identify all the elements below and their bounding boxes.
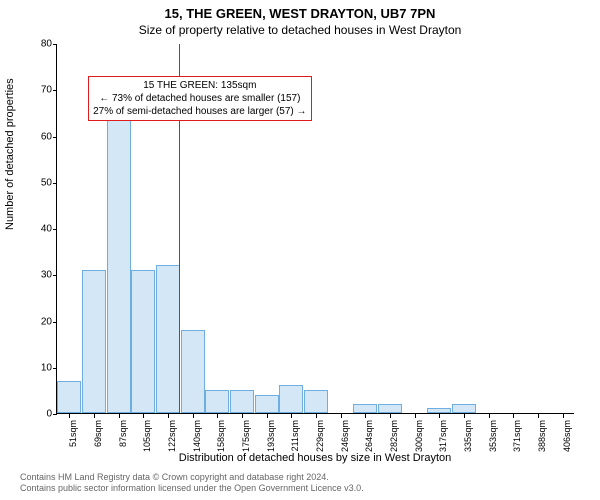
x-tick-label: 87sqm [118, 420, 128, 470]
y-tick-mark [53, 229, 57, 230]
x-tick-label: 158sqm [216, 420, 226, 470]
x-tick-label: 264sqm [364, 420, 374, 470]
x-tick-mark [439, 414, 440, 418]
x-tick-label: 353sqm [488, 420, 498, 470]
x-tick-label: 51sqm [68, 420, 78, 470]
x-tick-mark [143, 414, 144, 418]
histogram-bar [107, 103, 131, 413]
footer-line-2: Contains public sector information licen… [20, 483, 364, 494]
histogram-bar [279, 385, 303, 413]
y-tick-label: 10 [12, 362, 52, 373]
y-tick-mark [53, 275, 57, 276]
x-tick-mark [390, 414, 391, 418]
x-tick-label: 175sqm [241, 420, 251, 470]
x-tick-mark [365, 414, 366, 418]
y-tick-label: 50 [12, 177, 52, 188]
x-tick-mark [119, 414, 120, 418]
x-tick-label: 282sqm [389, 420, 399, 470]
annotation-line: ← 73% of detached houses are smaller (15… [93, 92, 306, 105]
x-tick-label: 335sqm [463, 420, 473, 470]
y-tick-label: 60 [12, 131, 52, 142]
x-tick-label: 122sqm [167, 420, 177, 470]
x-tick-mark [193, 414, 194, 418]
x-tick-mark [168, 414, 169, 418]
histogram-bar [452, 404, 476, 413]
histogram-bar [255, 395, 279, 414]
x-tick-label: 388sqm [537, 420, 547, 470]
y-tick-mark [53, 90, 57, 91]
y-tick-mark [53, 137, 57, 138]
y-tick-mark [53, 183, 57, 184]
histogram-bar [82, 270, 106, 413]
y-tick-label: 40 [12, 224, 52, 235]
histogram-bar [57, 381, 81, 413]
x-tick-mark [464, 414, 465, 418]
x-tick-label: 229sqm [315, 420, 325, 470]
x-tick-mark [538, 414, 539, 418]
annotation-box: 15 THE GREEN: 135sqm← 73% of detached ho… [88, 76, 311, 121]
x-tick-label: 246sqm [340, 420, 350, 470]
y-tick-mark [53, 44, 57, 45]
histogram-bar [378, 404, 402, 413]
x-tick-label: 371sqm [512, 420, 522, 470]
histogram-bar [156, 265, 180, 413]
x-tick-mark [415, 414, 416, 418]
chart-title-main: 15, THE GREEN, WEST DRAYTON, UB7 7PN [0, 6, 600, 21]
x-tick-label: 105sqm [142, 420, 152, 470]
x-tick-label: 193sqm [266, 420, 276, 470]
x-tick-mark [217, 414, 218, 418]
y-tick-label: 0 [12, 409, 52, 420]
x-tick-mark [316, 414, 317, 418]
x-tick-mark [69, 414, 70, 418]
x-tick-mark [489, 414, 490, 418]
histogram-bar [205, 390, 229, 413]
x-tick-mark [563, 414, 564, 418]
x-tick-mark [341, 414, 342, 418]
chart-title-sub: Size of property relative to detached ho… [0, 23, 600, 37]
y-tick-mark [53, 414, 57, 415]
x-tick-mark [242, 414, 243, 418]
histogram-bar [131, 270, 155, 413]
x-tick-mark [94, 414, 95, 418]
y-tick-label: 70 [12, 85, 52, 96]
histogram-bar [181, 330, 205, 413]
y-tick-label: 20 [12, 316, 52, 327]
histogram-bar [427, 408, 451, 413]
x-tick-label: 406sqm [562, 420, 572, 470]
x-tick-label: 211sqm [290, 420, 300, 470]
y-tick-label: 30 [12, 270, 52, 281]
x-tick-label: 317sqm [438, 420, 448, 470]
annotation-line: 27% of semi-detached houses are larger (… [93, 105, 306, 118]
histogram-bar [353, 404, 377, 413]
x-tick-mark [291, 414, 292, 418]
footer-line-1: Contains HM Land Registry data © Crown c… [20, 472, 364, 483]
x-tick-label: 69sqm [93, 420, 103, 470]
y-tick-mark [53, 368, 57, 369]
annotation-line: 15 THE GREEN: 135sqm [93, 79, 306, 92]
x-tick-label: 300sqm [414, 420, 424, 470]
histogram-bar [304, 390, 328, 413]
histogram-bar [230, 390, 254, 413]
y-axis-label: Number of detached properties [4, 78, 16, 230]
x-tick-mark [267, 414, 268, 418]
plot-area: 15 THE GREEN: 135sqm← 73% of detached ho… [56, 44, 574, 414]
x-tick-mark [513, 414, 514, 418]
x-tick-label: 140sqm [192, 420, 202, 470]
y-tick-label: 80 [12, 39, 52, 50]
y-tick-mark [53, 322, 57, 323]
footer-attribution: Contains HM Land Registry data © Crown c… [20, 472, 364, 494]
